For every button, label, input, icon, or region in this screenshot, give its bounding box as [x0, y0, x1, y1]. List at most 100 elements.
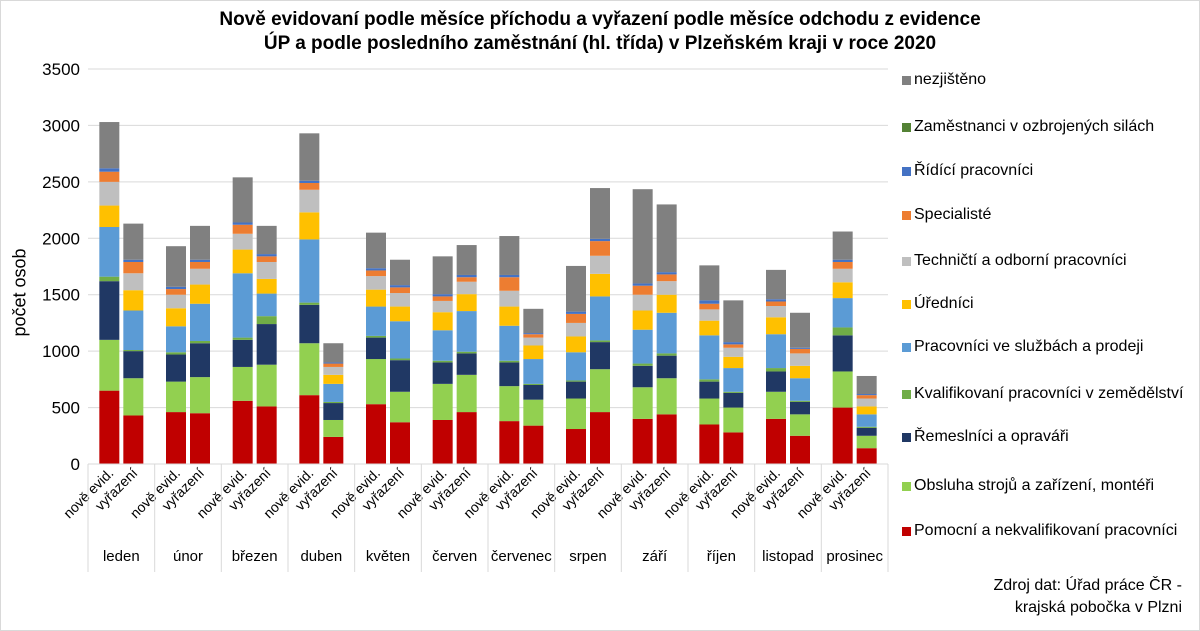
bar-segment	[499, 421, 520, 464]
bar-segment	[456, 277, 477, 282]
month-label: prosinec	[826, 548, 883, 565]
bar-segment	[832, 371, 853, 408]
month-label: červenec	[491, 548, 552, 565]
bar-segment	[632, 310, 653, 330]
bar-segment	[166, 354, 186, 382]
y-tick-label: 1500	[42, 286, 80, 305]
bar-segment	[766, 418, 786, 464]
bar-segment	[566, 336, 586, 353]
y-tick-label: 1000	[42, 342, 80, 361]
bar-segment	[390, 360, 410, 392]
bar-segment	[456, 274, 477, 278]
bar-segment	[790, 353, 810, 366]
bar-segment	[832, 268, 853, 283]
source-line-1: Zdroj dat: Úřad práce ČR -	[993, 577, 1182, 594]
bar-segment	[590, 188, 610, 239]
bar-segment	[656, 272, 677, 275]
bar-segment	[190, 340, 210, 344]
bar-segment	[656, 312, 677, 354]
bar-segment	[566, 352, 586, 381]
bar-segment	[123, 378, 144, 416]
bar-segment	[299, 182, 320, 190]
bar-segment	[123, 261, 144, 274]
bar-segment	[790, 347, 810, 349]
bar-segment	[299, 180, 320, 183]
bar-segment	[723, 342, 744, 345]
y-tick-label: 2000	[42, 229, 80, 248]
bar-segment	[323, 362, 344, 364]
bar-segment	[190, 225, 210, 260]
bar-segment	[99, 281, 120, 340]
bar-segment	[99, 227, 120, 277]
bar-segment	[499, 362, 520, 387]
legend-label: Obsluha strojů a zařízení, montéři	[914, 477, 1155, 494]
bar-segment	[366, 335, 386, 338]
bar-segment	[499, 386, 520, 422]
legend-label: Zaměstnanci v ozbrojených silách	[914, 118, 1155, 135]
bar-segment	[99, 205, 120, 227]
bar-segment	[656, 355, 677, 379]
bar-segment	[723, 391, 744, 393]
bar-segment	[790, 378, 810, 401]
bar-segment	[390, 306, 410, 322]
legend-swatch	[902, 390, 911, 399]
bar-segment	[699, 335, 720, 380]
bar-segment	[123, 223, 144, 260]
bar-segment	[99, 181, 120, 206]
bar-segment	[723, 356, 744, 369]
bar-segment	[99, 276, 120, 282]
bar-segment	[299, 343, 320, 396]
bar-segment	[256, 316, 277, 325]
bar-segment	[390, 293, 410, 307]
month-label: leden	[103, 548, 140, 565]
bar-segment	[523, 399, 544, 426]
bar-segment	[123, 259, 144, 262]
bar-segment	[190, 343, 210, 378]
bar-segment	[323, 383, 344, 402]
bar-segment	[299, 133, 320, 181]
bar-segment	[766, 368, 786, 372]
bar-segment	[590, 241, 610, 256]
bar-segment	[299, 395, 320, 464]
bar-segment	[856, 375, 877, 395]
bar-segment	[790, 312, 810, 348]
bar-segment	[832, 282, 853, 299]
bar-segment	[323, 401, 344, 404]
bar-segment	[656, 353, 677, 356]
bar-segment	[366, 306, 386, 336]
bar-segment	[456, 412, 477, 464]
bar-segment	[123, 350, 144, 352]
bar-segment	[699, 381, 720, 399]
y-tick-label: 3500	[42, 60, 80, 79]
bar-segment	[790, 348, 810, 354]
bar-segment	[790, 365, 810, 379]
bar-segment	[456, 245, 477, 275]
legend-label: Řídící pracovníci	[914, 162, 1034, 179]
bar-segment	[590, 296, 610, 341]
bar-segment	[566, 313, 586, 323]
bar-segment	[723, 407, 744, 433]
bar-segment	[390, 391, 410, 423]
bar-segment	[166, 286, 186, 290]
bar-segment	[523, 337, 544, 346]
bar-segment	[366, 232, 386, 269]
bar-segment	[632, 329, 653, 364]
bar-segment	[790, 414, 810, 436]
bar-segment	[232, 249, 253, 274]
legend-swatch	[902, 527, 911, 536]
bar-segment	[432, 294, 453, 297]
legend-label: Úředníci	[914, 295, 974, 312]
bar-segment	[832, 407, 853, 464]
bar-segment	[766, 301, 786, 306]
bar-segment	[256, 293, 277, 317]
bar-segment	[99, 122, 120, 169]
chart-title: Nově evidovaní podle měsíce příchodu a v…	[0, 8, 1200, 56]
bar-segment	[99, 171, 120, 182]
bar-segment	[232, 233, 253, 250]
legend-swatch	[902, 76, 911, 85]
bar-segment	[632, 189, 653, 284]
bar-segment	[790, 435, 810, 464]
bar-segment	[632, 418, 653, 464]
source-line-2: krajská pobočka v Plzni	[1014, 599, 1182, 616]
bar-segment	[723, 347, 744, 357]
